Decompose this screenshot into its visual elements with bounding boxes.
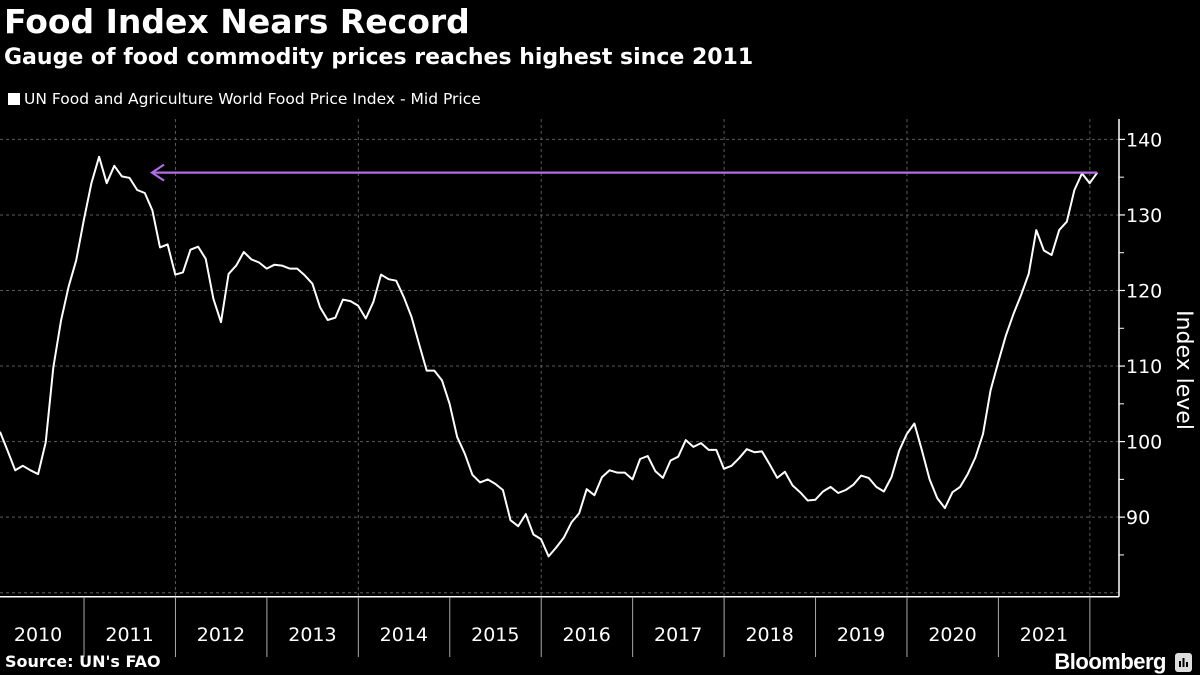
legend-swatch [8, 93, 20, 105]
x-tick-label: 2018 [745, 624, 793, 646]
y-tick-label: 100 [1126, 432, 1162, 454]
legend-label: UN Food and Agriculture World Food Price… [24, 90, 481, 108]
gridlines [0, 119, 1119, 597]
chart-subtitle: Gauge of food commodity prices reaches h… [4, 45, 754, 70]
source-note: Source: UN's FAO [5, 652, 161, 671]
annotation [150, 163, 1098, 182]
x-tick-label: 2014 [380, 624, 428, 646]
y-tick-label: 130 [1126, 205, 1162, 227]
chart-title: Food Index Nears Record [4, 2, 470, 41]
x-tick-label: 2016 [563, 624, 611, 646]
x-tick-label: 2011 [105, 624, 153, 646]
bloomberg-logo: Bloomberg [1054, 649, 1192, 675]
bloomberg-chart-icon [1175, 652, 1192, 672]
x-tick-label: 2012 [197, 624, 245, 646]
x-tick-label: 2015 [471, 624, 519, 646]
y-tick-label: 120 [1126, 280, 1162, 302]
axes: 90 100 110 120 130 140 2010 2011 2012 2013 2014 201… [0, 119, 1162, 657]
series [0, 155, 1099, 558]
x-tick-label: 2010 [14, 624, 62, 646]
x-tick-label: 2017 [654, 624, 702, 646]
y-tick-label: 110 [1126, 356, 1162, 378]
x-tick-label: 2013 [288, 624, 336, 646]
x-tick-label: 2020 [928, 624, 976, 646]
y-axis-label: Index level [1171, 310, 1196, 430]
y-tick-label: 140 [1126, 129, 1162, 151]
arrow-head-icon [150, 163, 165, 182]
series-line-food-price-index [0, 155, 1099, 558]
x-tick-label: 2021 [1020, 624, 1068, 646]
y-tick-label: 90 [1126, 507, 1150, 529]
brand-name: Bloomberg [1054, 649, 1166, 674]
x-tick-label: 2019 [837, 624, 885, 646]
legend: UN Food and Agriculture World Food Price… [8, 90, 481, 108]
